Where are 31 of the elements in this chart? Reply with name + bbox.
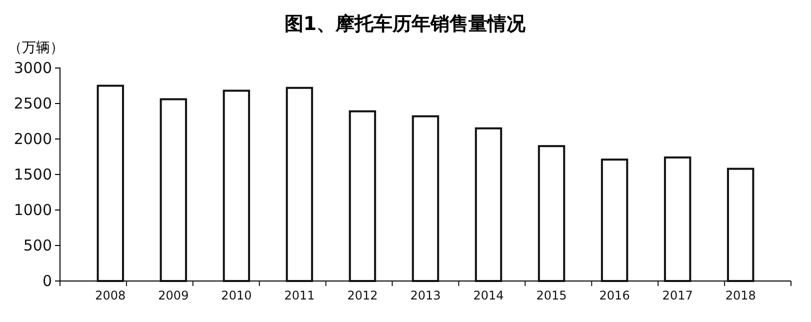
x-tick-label: 2008 — [95, 288, 126, 303]
bar — [222, 90, 250, 282]
bar — [348, 110, 376, 282]
bar — [664, 156, 692, 282]
x-tick-label: 2009 — [158, 288, 189, 303]
bar — [96, 84, 124, 282]
chart-title: 图1、摩托车历年销售量情况 — [284, 13, 527, 35]
y-tick-label: 1000 — [14, 200, 52, 219]
y-tick-label: 1500 — [14, 165, 52, 184]
bar — [286, 86, 314, 282]
y-tick-label: 2000 — [14, 130, 52, 148]
x-tick-label: 2013 — [410, 288, 441, 303]
x-tick-label: 2012 — [347, 288, 378, 303]
x-tick-label: 2011 — [284, 288, 315, 303]
y-tick-label: 0 — [42, 272, 52, 290]
bar — [726, 168, 754, 282]
y-tick-label: 2500 — [14, 94, 52, 112]
y-axis-title: （万辆） — [8, 40, 64, 56]
x-tick-label: 2014 — [473, 288, 504, 303]
bar — [600, 158, 628, 282]
y-tick-label: 500 — [23, 236, 52, 254]
x-tick-label: 2017 — [662, 288, 693, 303]
x-tick-label: 2010 — [221, 288, 252, 303]
bar — [412, 115, 440, 282]
bar — [160, 98, 188, 282]
y-tick-label: 3000 — [14, 58, 52, 77]
bar — [474, 127, 502, 282]
x-tick-label: 2018 — [725, 288, 756, 303]
x-tick-label: 2016 — [599, 288, 630, 303]
x-tick-label: 2015 — [536, 288, 567, 303]
bar — [538, 145, 566, 282]
